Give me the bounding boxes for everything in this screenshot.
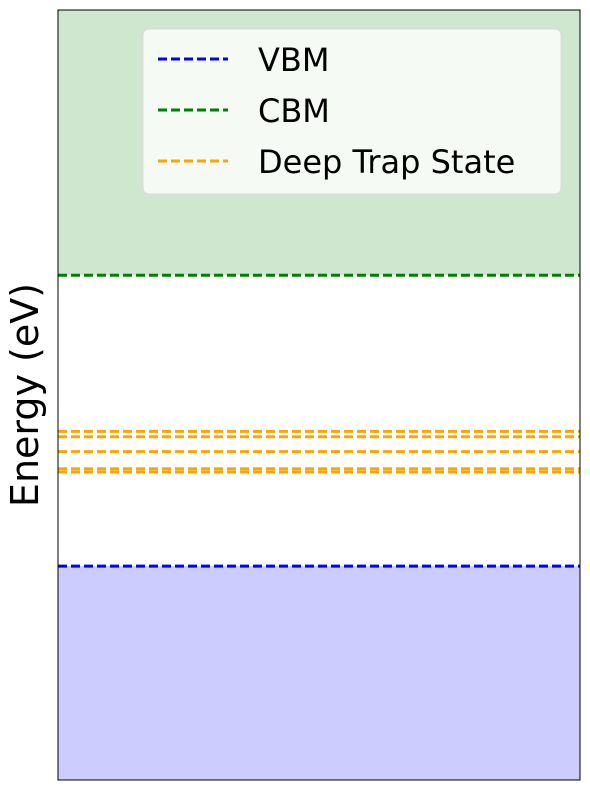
- y-axis-label: Energy (eV): [3, 283, 47, 507]
- legend-label-deep-trap: Deep Trap State: [258, 143, 515, 181]
- legend-label-vbm: VBM: [258, 41, 329, 79]
- legend-label-cbm: CBM: [258, 92, 330, 130]
- plot-frame: [57, 9, 581, 781]
- legend-box: [142, 28, 562, 195]
- energy-levels: [58, 273, 580, 568]
- band-valence: [58, 566, 580, 780]
- legend: VBM CBM Deep Trap State: [142, 28, 562, 195]
